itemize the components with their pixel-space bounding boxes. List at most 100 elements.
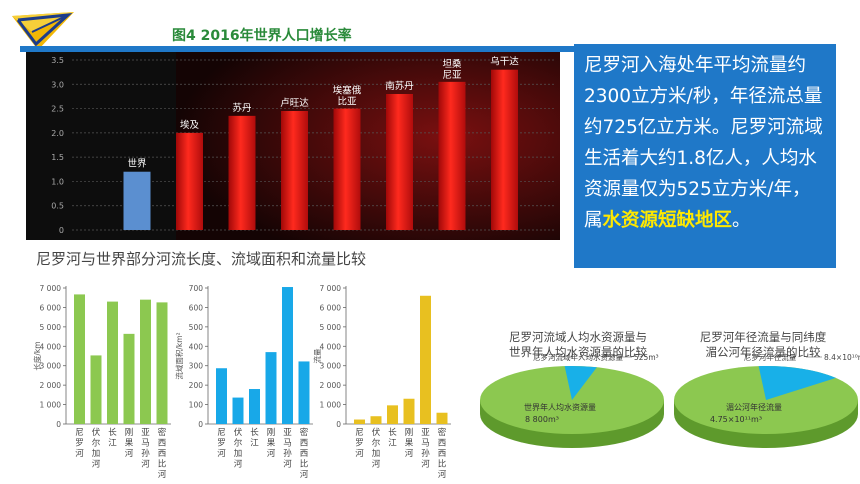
pie2-slice-small <box>758 366 836 400</box>
chart1-bar <box>123 171 151 230</box>
chart1-bar-label: 坦桑 <box>442 59 462 70</box>
chart1-ytick: 2.0 <box>51 129 64 138</box>
chart1-bar-label: 埃塞俄 <box>333 85 362 97</box>
area-chart-xtick: 伏尔加河 <box>234 427 243 470</box>
chart1-bar-label: 南苏丹 <box>385 80 414 92</box>
flow-chart-xtick: 亚马孙河 <box>421 428 430 470</box>
flow-chart-ytick: 6 000 <box>320 303 342 312</box>
area-chart-bar <box>232 397 244 424</box>
flow-chart-ytick: 1 000 <box>320 401 342 410</box>
chart1-bar <box>438 81 466 230</box>
top-accent-bar <box>20 46 584 52</box>
chart1-ytick: 3.5 <box>51 56 64 65</box>
flow-chart-ytick: 7 000 <box>320 284 342 293</box>
chart1-bar-label: 比亚 <box>337 96 357 108</box>
chart1-bar-label: 乌干达 <box>490 56 519 68</box>
chart1-ytick: 3.0 <box>51 80 64 89</box>
chart1-ytick: 1.5 <box>51 153 64 162</box>
flow-chart-xtick: 刚果河 <box>405 428 414 459</box>
chart1-bar <box>333 108 361 230</box>
flow-chart: 0 1 000 2 000 3 000 4 000 5 000 6 000 7 000 流量尼罗… <box>312 284 451 480</box>
chart1-ytick: 0.5 <box>51 202 64 211</box>
chart1-bar <box>386 94 413 230</box>
length-chart-ytick: 0 <box>56 420 61 429</box>
flow-chart-ytick: 0 <box>336 420 341 429</box>
length-chart-xtick: 伏尔加河 <box>92 427 101 470</box>
pie-charts: 尼罗河流域年人均水资源量 525m³ 世界年人均水资源量 8 800m³ 尼罗河年径流量… <box>480 352 860 448</box>
area-chart-ytick: 200 <box>189 381 204 390</box>
pie2-title-line2: 湄公河年径流量的比较 <box>705 345 821 359</box>
river-comparison-title: 尼罗河与世界部分河流长度、流域面积和流量比较 <box>36 250 367 268</box>
area-chart-ytick: 700 <box>189 284 204 293</box>
length-chart-bar <box>74 294 85 424</box>
chart1-bar-label: 尼亚 <box>442 70 462 81</box>
flow-chart-xtick: 伏尔加河 <box>372 427 381 470</box>
area-chart-ytick: 300 <box>189 362 204 371</box>
length-chart-ytick: 3 000 <box>40 362 62 371</box>
area-chart-xtick: 密西西比河 <box>300 427 309 480</box>
chart1-ytick: 0 <box>59 226 64 235</box>
area-chart-xtick: 刚果河 <box>267 428 276 459</box>
area-chart-xtick: 长江 <box>250 427 259 449</box>
paper-plane-icon <box>8 6 78 54</box>
flow-chart-ylabel: 流量 <box>312 348 322 363</box>
area-chart-ylabel: 流域面积/km² <box>174 332 184 379</box>
length-chart-ytick: 4 000 <box>40 342 62 351</box>
figure-title: 图4 2016年世界人口增长率 <box>172 28 352 44</box>
area-chart-bar <box>298 361 310 424</box>
flow-chart-bar <box>387 405 398 424</box>
pie1-small-value: 525m³ <box>634 353 659 362</box>
chart1-bar-label: 世界 <box>127 158 147 170</box>
flow-chart-xtick: 长江 <box>388 427 397 449</box>
length-chart-xtick: 长江 <box>108 427 117 449</box>
length-chart-ytick: 5 000 <box>40 323 62 332</box>
chart1-bar <box>491 69 518 230</box>
length-chart-bar <box>156 302 168 424</box>
flow-chart-bar <box>370 416 382 424</box>
area-chart-ytick: 400 <box>189 342 204 351</box>
chart1-bar-label: 苏丹 <box>232 102 251 114</box>
length-chart-ytick: 1 000 <box>40 401 62 410</box>
length-chart-ytick: 6 000 <box>40 303 62 312</box>
length-chart-xtick: 亚马孙河 <box>141 428 150 470</box>
info-end: 。 <box>732 210 751 231</box>
area-chart-bar <box>282 287 293 424</box>
info-highlight: 水资源短缺地区 <box>602 210 733 231</box>
pie1-title-line1: 尼罗河流域人均水资源量与 <box>509 330 647 344</box>
length-chart-xtick: 刚果河 <box>125 428 134 459</box>
area-chart-ytick: 100 <box>189 401 204 410</box>
length-chart-bar <box>140 299 151 424</box>
area-chart-bar <box>265 352 277 424</box>
chart1-bar-label: 卢旺达 <box>280 97 309 109</box>
area-chart-ytick: 0 <box>198 420 203 429</box>
chart1-ytick: 2.5 <box>51 105 64 114</box>
area-chart-bar <box>249 389 260 424</box>
length-chart-ytick: 2 000 <box>40 381 62 390</box>
info-text: 尼罗河入海处年平均流量约2300立方米/秒，年径流总量约725亿立方米。尼罗河流… <box>584 55 823 231</box>
pie1-title: 尼罗河流域人均水资源量与 世界年人均水资源量的比较 <box>478 330 678 360</box>
area-chart-ytick: 600 <box>189 303 204 312</box>
flow-chart-ytick: 4 000 <box>320 342 342 351</box>
flow-chart-ytick: 2 000 <box>320 381 342 390</box>
length-chart-xtick: 尼罗河 <box>75 428 84 459</box>
length-chart-xtick: 密西西比河 <box>158 427 167 480</box>
info-text-box: 尼罗河入海处年平均流量约2300立方米/秒，年径流总量约725亿立方米。尼罗河流… <box>574 44 836 268</box>
pie1-title-line2: 世界年人均水资源量的比较 <box>509 345 647 359</box>
flow-chart-xtick: 密西西比河 <box>438 427 447 480</box>
chart1-ytick: 1.0 <box>51 177 64 186</box>
flow-chart-xtick: 尼罗河 <box>355 428 364 459</box>
basin-area-chart: 0 100 200 300 400 500 600 700 流域面积/km² 尼罗河伏尔加河长江刚… <box>174 284 313 480</box>
flow-chart-bar <box>420 295 431 424</box>
flow-chart-bar <box>354 419 365 424</box>
pie1-main-label: 世界年人均水资源量 <box>524 402 596 412</box>
length-chart-bar <box>123 333 135 424</box>
pie1-small-label: 尼罗河流域年人均水资源量 <box>533 352 623 362</box>
pie2-title-line1: 尼罗河年径流量与同纬度 <box>699 330 827 344</box>
flow-chart-bar <box>436 412 448 424</box>
pie2-small-label: 尼罗河年径流量 <box>744 352 797 362</box>
pie1-slice-small <box>564 366 597 400</box>
area-chart-bar <box>216 368 227 424</box>
flow-chart-bar <box>403 398 415 424</box>
length-chart-bar <box>90 355 102 424</box>
